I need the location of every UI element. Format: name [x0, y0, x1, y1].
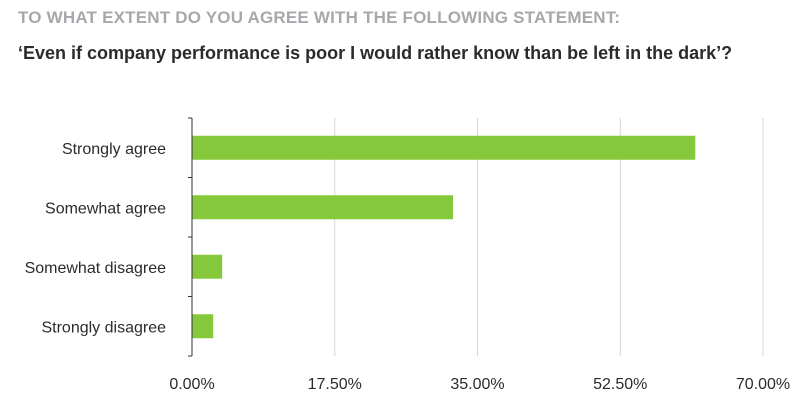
chart-question: TO WHAT EXTENT DO YOU AGREE WITH THE FOL…	[18, 8, 621, 27]
x-tick-labels: 0.00% 17.50% 35.00% 52.50% 70.00%	[169, 376, 790, 393]
x-tick-label: 0.00%	[169, 376, 214, 393]
bar	[192, 135, 696, 160]
x-tick-label: 52.50%	[593, 376, 647, 393]
axes	[188, 117, 193, 357]
category-label: Strongly disagree	[41, 319, 166, 336]
bars	[192, 135, 696, 339]
chart-statement: ‘Even if company performance is poor I w…	[18, 43, 733, 63]
x-tick-label: 35.00%	[450, 376, 504, 393]
category-labels: Strongly agree Somewhat agree Somewhat dis…	[25, 141, 167, 337]
category-label: Strongly agree	[62, 141, 166, 158]
bar	[192, 314, 214, 339]
category-label: Somewhat disagree	[25, 260, 167, 277]
x-tick-label: 17.50%	[308, 376, 362, 393]
bar	[192, 254, 223, 279]
category-label: Somewhat agree	[45, 200, 166, 217]
bar	[192, 195, 454, 220]
x-tick-label: 70.00%	[736, 376, 790, 393]
